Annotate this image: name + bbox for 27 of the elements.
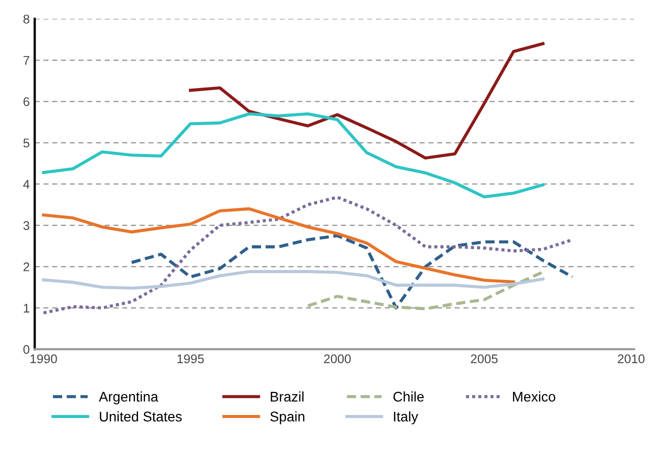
y-tick-label: 4: [23, 180, 30, 189]
y-tick-label: 1: [24, 304, 30, 312]
y-tick-label: 5: [23, 138, 30, 148]
legend-label: Italy: [394, 411, 418, 424]
line-series: [42, 207, 516, 284]
x-tick-label: 2010: [618, 354, 645, 364]
y-tick-label: 7: [24, 56, 30, 65]
legend-label: Mexico: [512, 391, 556, 402]
legend-label: Argentina: [98, 391, 158, 404]
line-series: [42, 112, 544, 198]
x-tick-label: 2000: [324, 354, 351, 364]
x-tick-label: 1990: [30, 354, 57, 364]
y-tick-label: 8: [23, 14, 30, 24]
y-tick-label: 3: [23, 221, 30, 230]
x-tick-label: 2005: [470, 354, 498, 364]
line-series: [306, 270, 544, 310]
y-tick-label: 6: [24, 97, 30, 106]
y-tick-label: 2: [24, 262, 30, 272]
x-tick-label: 1995: [177, 354, 204, 364]
legend-label: Chile: [393, 391, 424, 402]
legend-label: United States: [100, 411, 182, 422]
y-tick-label: 0: [23, 345, 30, 354]
line-series: [188, 42, 544, 160]
legend-label: Brazil: [270, 391, 304, 402]
legend-label: Spain: [270, 411, 304, 424]
line-series: [42, 270, 544, 290]
line-series: [130, 234, 574, 310]
